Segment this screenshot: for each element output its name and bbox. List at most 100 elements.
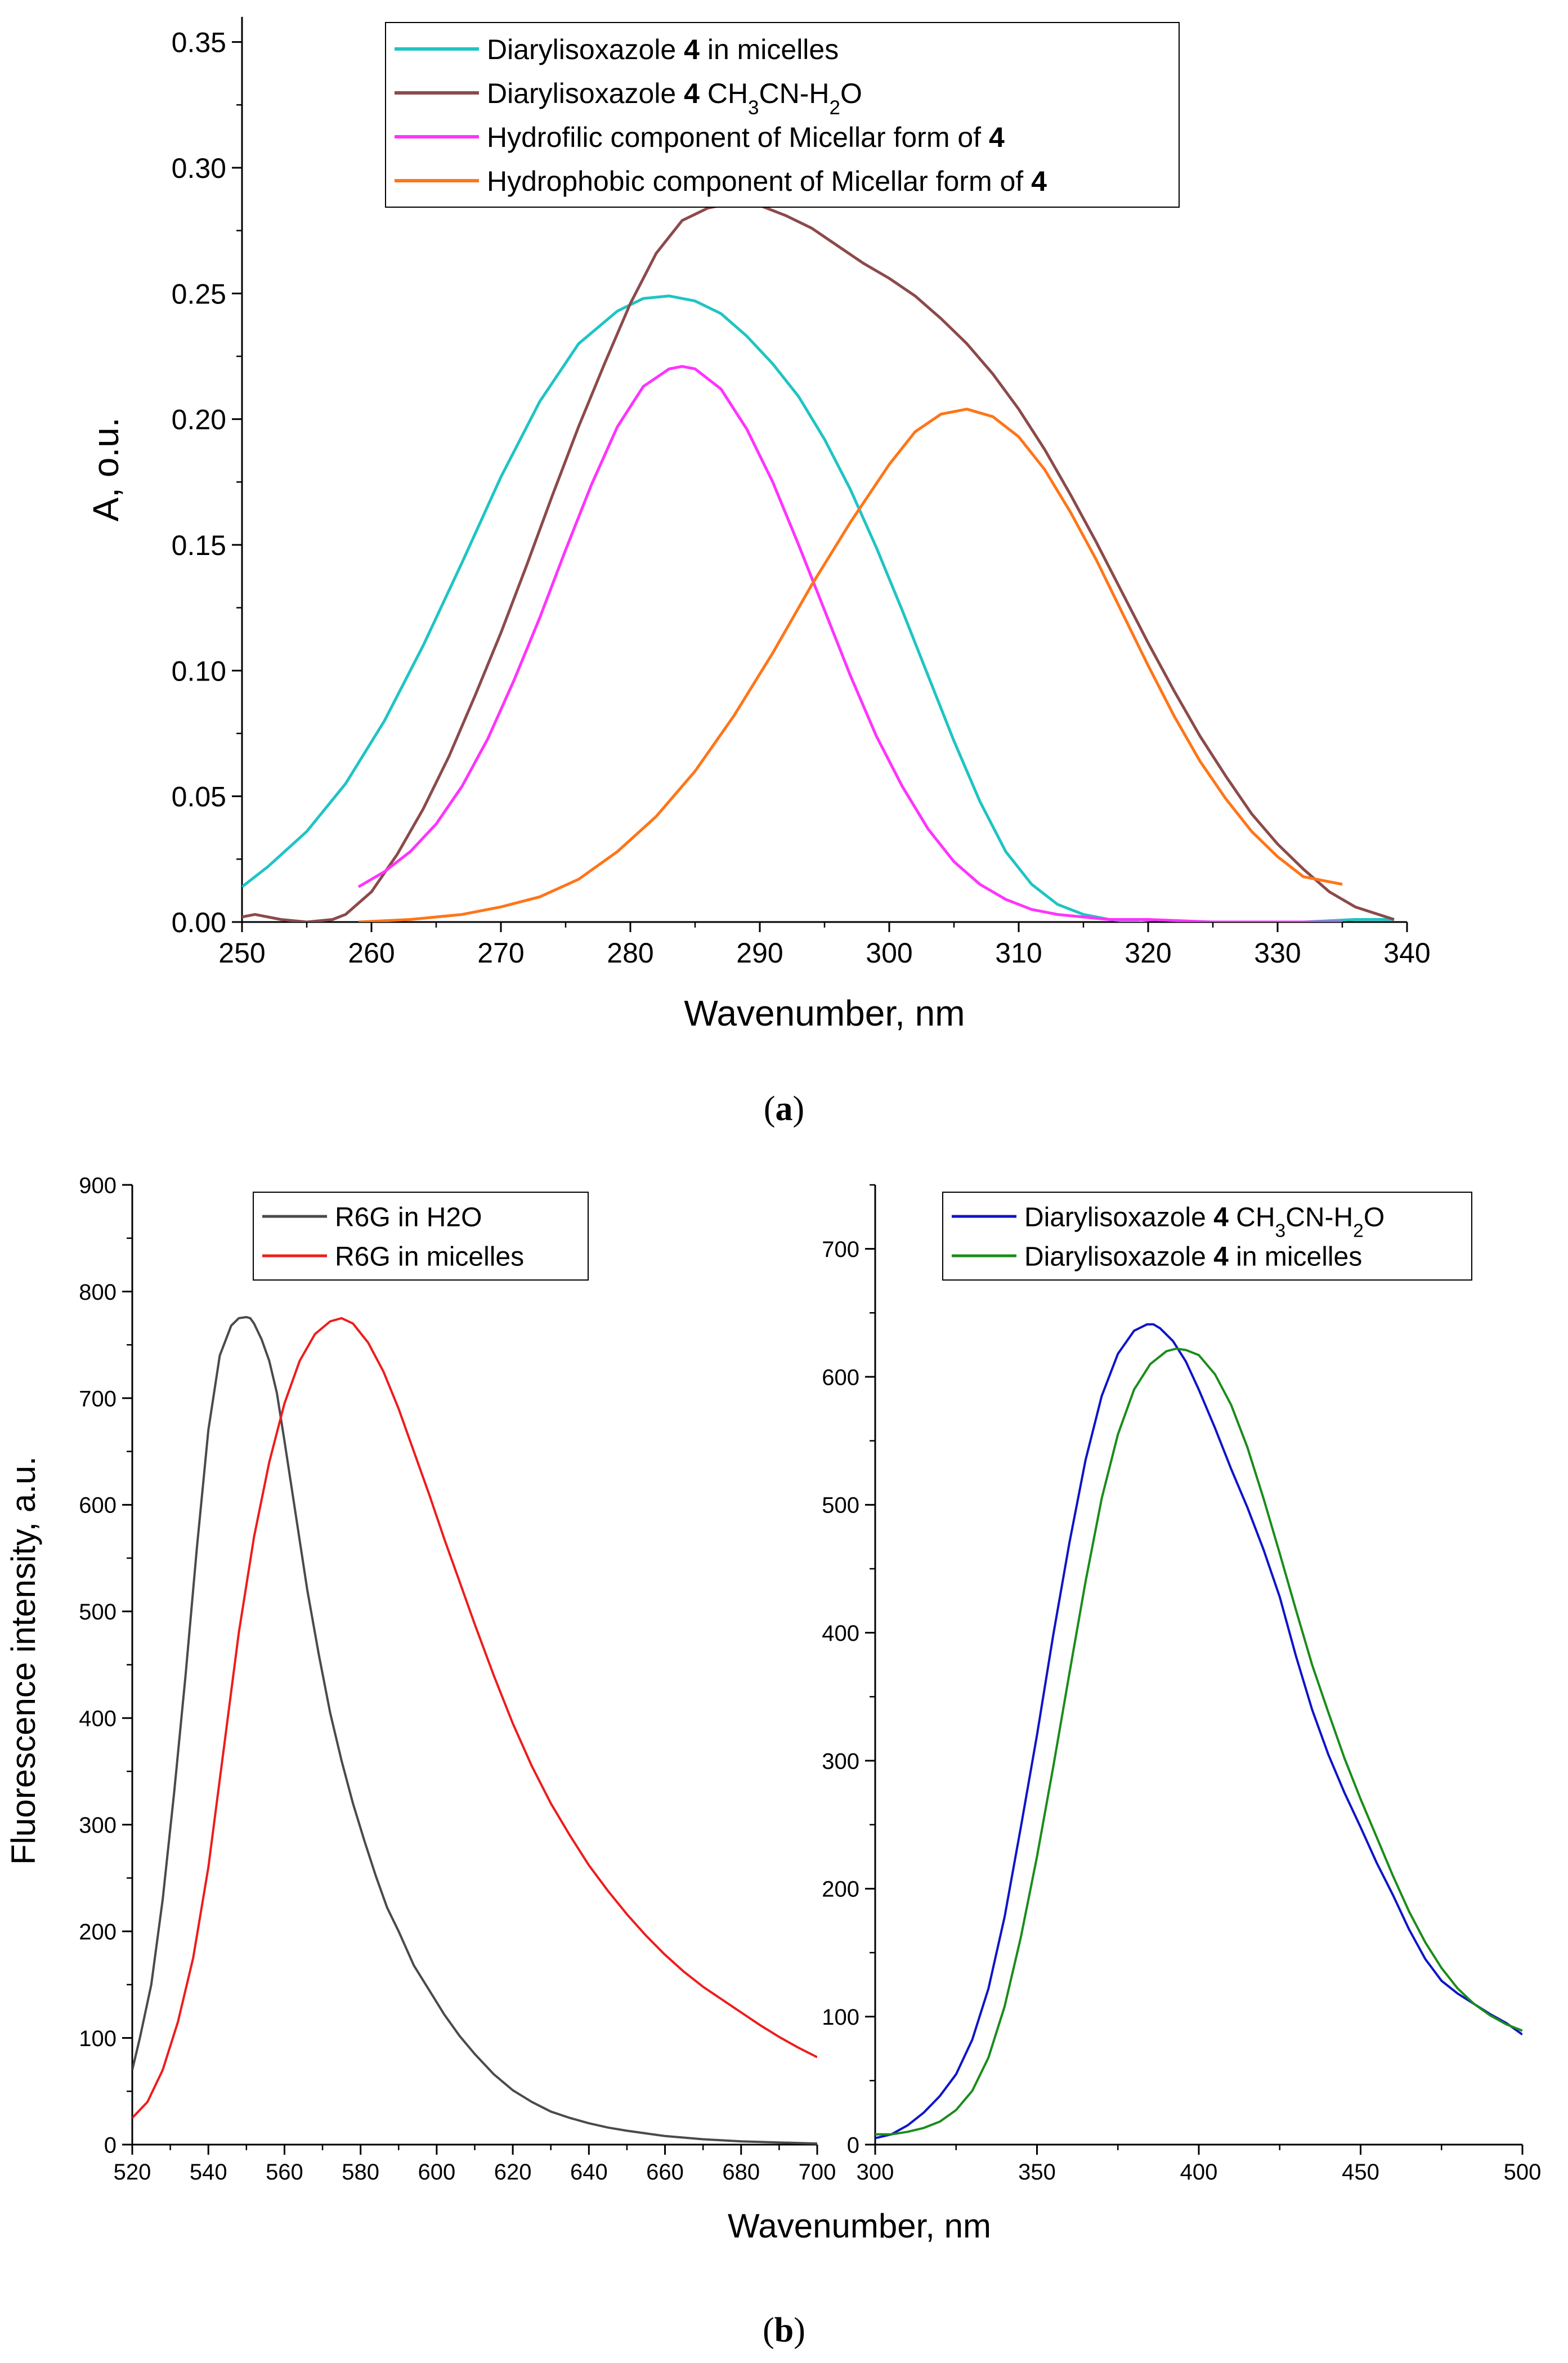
- legend-text-part: R6G in H2O: [335, 1202, 482, 1232]
- series-line-2: [242, 202, 1395, 922]
- legend-text-part: 2: [1353, 1220, 1364, 1241]
- legend-label: Hydrofilic component of Micellar form of…: [487, 122, 1005, 153]
- x-tick-label: 640: [570, 2160, 608, 2185]
- legend-text-part: 4: [1213, 1202, 1229, 1232]
- legend-text-part: Hydrophobic component of Micellar form o…: [487, 165, 1031, 197]
- y-tick-label: 200: [79, 1920, 117, 1945]
- y-tick-label: 0: [847, 2133, 859, 2158]
- legend-text-part: 3: [748, 97, 759, 119]
- x-tick-label: 330: [1254, 937, 1301, 969]
- legend-text-part: Diarylisoxazole: [487, 34, 684, 65]
- x-tick-label: 350: [1018, 2160, 1056, 2185]
- legend-box: [942, 1192, 1472, 1281]
- x-tick-label: 250: [218, 937, 265, 969]
- x-tick-label: 540: [190, 2160, 227, 2185]
- chart-fluorescence-r6g: 520 540 560 580 600 620 640 660 680 700 0 100 200 300…: [5, 1173, 991, 2245]
- legend-label: Diarylisoxazole 4 CH3CN-H2O: [1024, 1202, 1385, 1241]
- plot-area: [875, 1185, 1522, 2145]
- x-tick-label: 300: [866, 937, 912, 969]
- series-line-3: [357, 365, 1342, 922]
- y-tick-label: 0.30: [172, 153, 226, 184]
- legend-box: [253, 1192, 589, 1281]
- y-tick-label: 300: [79, 1813, 117, 1838]
- y-tick-label: 500: [822, 1493, 859, 1518]
- legend-text-part: in micelles: [700, 34, 839, 65]
- y-tick-label: 0.15: [172, 530, 226, 561]
- y-tick-label: 100: [822, 2005, 859, 2030]
- x-tick-label: 290: [736, 937, 783, 969]
- y-axis-title: A, o.u.: [86, 418, 126, 522]
- y-tick-label: 600: [79, 1493, 117, 1518]
- x-tick-label: 500: [1504, 2160, 1542, 2185]
- y-tick-label: 700: [822, 1237, 859, 1262]
- legend-label: Diarylisoxazole 4 in micelles: [487, 34, 839, 65]
- y-tick-label: 0.05: [172, 781, 226, 813]
- x-tick-label: 600: [418, 2160, 456, 2185]
- chart-absorption: 250 260 270 280 290 300 310 320 330 340 0.00 0.05 0.…: [86, 17, 1431, 1033]
- y-tick-label: 400: [822, 1621, 859, 1646]
- legend-label: R6G in micelles: [335, 1242, 524, 1272]
- legend-text-part: 4: [684, 34, 700, 65]
- legend-label: Diarylisoxazole 4 CH3CN-H2O: [487, 78, 862, 119]
- y-tick-label: 900: [79, 1173, 117, 1198]
- legend-text-part: CH: [1229, 1202, 1275, 1232]
- x-tick-label: 260: [348, 937, 395, 969]
- y-tick-label: 0: [104, 2133, 117, 2158]
- x-tick-label: 660: [646, 2160, 684, 2185]
- x-tick-label: 520: [114, 2160, 151, 2185]
- series-line-1: [242, 294, 1394, 922]
- x-tick-label: 300: [857, 2160, 894, 2185]
- legend-text-part: in micelles: [1229, 1242, 1362, 1272]
- series-line-2: [875, 1348, 1522, 2136]
- legend-text-part: O: [1364, 1202, 1385, 1232]
- x-tick-label: 400: [1180, 2160, 1218, 2185]
- x-tick-label: 270: [477, 937, 524, 969]
- x-tick-label: 680: [722, 2160, 760, 2185]
- legend-label: Diarylisoxazole 4 in micelles: [1024, 1242, 1362, 1272]
- y-tick-label: 0.25: [172, 278, 226, 310]
- x-tick-label: 620: [494, 2160, 532, 2185]
- y-tick-label: 100: [79, 2026, 117, 2051]
- plot-area: [132, 1185, 817, 2145]
- legend-text-part: 4: [989, 122, 1005, 153]
- series-line-1: [132, 1315, 817, 2145]
- legend-label: Hydrophobic component of Micellar form o…: [487, 165, 1047, 197]
- legend-label: R6G in H2O: [335, 1202, 482, 1232]
- y-tick-label: 0.20: [172, 404, 226, 436]
- y-tick-label: 700: [79, 1386, 117, 1411]
- chart-fluorescence-diarylisoxazole: 300 350 400 450 500 0 100 200 300 400 500 600 700 Dia…: [822, 1184, 1542, 2185]
- legend-text-part: 3: [1275, 1220, 1286, 1241]
- y-tick-label: 200: [822, 1877, 859, 1902]
- legend-text-part: 4: [1213, 1242, 1229, 1272]
- y-tick-label: 400: [79, 1707, 117, 1731]
- legend-text-part: Hydrofilic component of Micellar form of: [487, 122, 989, 153]
- panel-label-b: (b): [763, 2311, 805, 2349]
- legend-text-part: 4: [1031, 165, 1047, 197]
- x-tick-label: 580: [342, 2160, 379, 2185]
- panel-label-a: (a): [764, 1090, 804, 1128]
- series-line-2: [132, 1317, 817, 2119]
- x-axis-title: Wavenumber, nm: [728, 2207, 991, 2245]
- legend-text-part: Diarylisoxazole: [1024, 1202, 1213, 1232]
- y-tick-label: 500: [79, 1600, 117, 1624]
- x-tick-label: 560: [266, 2160, 303, 2185]
- x-tick-label: 320: [1125, 937, 1171, 969]
- legend-text-part: CN-H: [1285, 1202, 1353, 1232]
- legend-text-part: Diarylisoxazole: [1024, 1242, 1213, 1272]
- legend-text-part: Diarylisoxazole: [487, 78, 684, 109]
- legend-text-part: 4: [684, 78, 700, 109]
- y-tick-label: 600: [822, 1365, 859, 1390]
- legend-box: [385, 22, 1180, 208]
- x-tick-label: 310: [995, 937, 1042, 969]
- y-tick-label: 0.00: [172, 907, 226, 938]
- y-tick-label: 0.10: [172, 655, 226, 687]
- x-tick-label: 340: [1383, 937, 1430, 969]
- legend-text-part: CN-H: [759, 78, 830, 109]
- y-tick-label: 300: [822, 1749, 859, 1774]
- x-tick-label: 450: [1342, 2160, 1379, 2185]
- x-tick-label: 700: [799, 2160, 836, 2185]
- legend-text-part: 2: [830, 97, 840, 119]
- y-tick-label: 0.35: [172, 27, 226, 59]
- series-line-1: [875, 1323, 1522, 2140]
- legend-text-part: O: [840, 78, 862, 109]
